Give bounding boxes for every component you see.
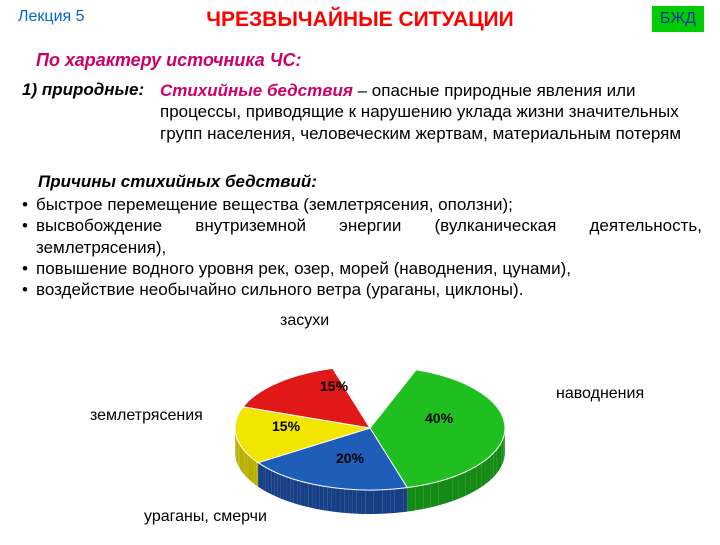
cause-item: повышение водного уровня рек, озер, море… — [36, 258, 702, 279]
causes-list: •быстрое перемещение вещества (землетряс… — [22, 194, 702, 300]
classification-subtitle: По характеру источника ЧС: — [36, 50, 302, 71]
category-natural: 1) природные: — [22, 80, 144, 100]
definition-term: Стихийные бедствия — [160, 81, 353, 100]
course-badge: БЖД — [652, 6, 704, 32]
pie-chart-disasters: засухи наводнения землетрясения ураганы,… — [0, 310, 720, 540]
chart-label-flood: наводнения — [556, 385, 644, 403]
chart-pct-15b: 15% — [320, 378, 348, 394]
pie-svg — [0, 310, 720, 540]
causes-title: Причины стихийных бедствий: — [38, 172, 317, 192]
cause-item: воздействие необычайно сильного ветра (у… — [36, 279, 702, 300]
page-title: ЧРЕЗВЫЧАЙНЫЕ СИТУАЦИИ — [0, 8, 720, 32]
chart-label-quake: землетрясения — [90, 407, 203, 425]
chart-label-drought: засухи — [280, 312, 329, 330]
chart-pct-15a: 15% — [272, 418, 300, 434]
cause-item: высвобождение внутриземной энергии (вулк… — [36, 215, 702, 258]
chart-pct-20: 20% — [336, 450, 364, 466]
chart-pct-40: 40% — [425, 410, 453, 426]
cause-item: быстрое перемещение вещества (землетрясе… — [36, 194, 702, 215]
definition-block: Стихийные бедствия – опасные природные я… — [160, 80, 690, 144]
chart-label-hurricane: ураганы, смерчи — [144, 508, 267, 526]
